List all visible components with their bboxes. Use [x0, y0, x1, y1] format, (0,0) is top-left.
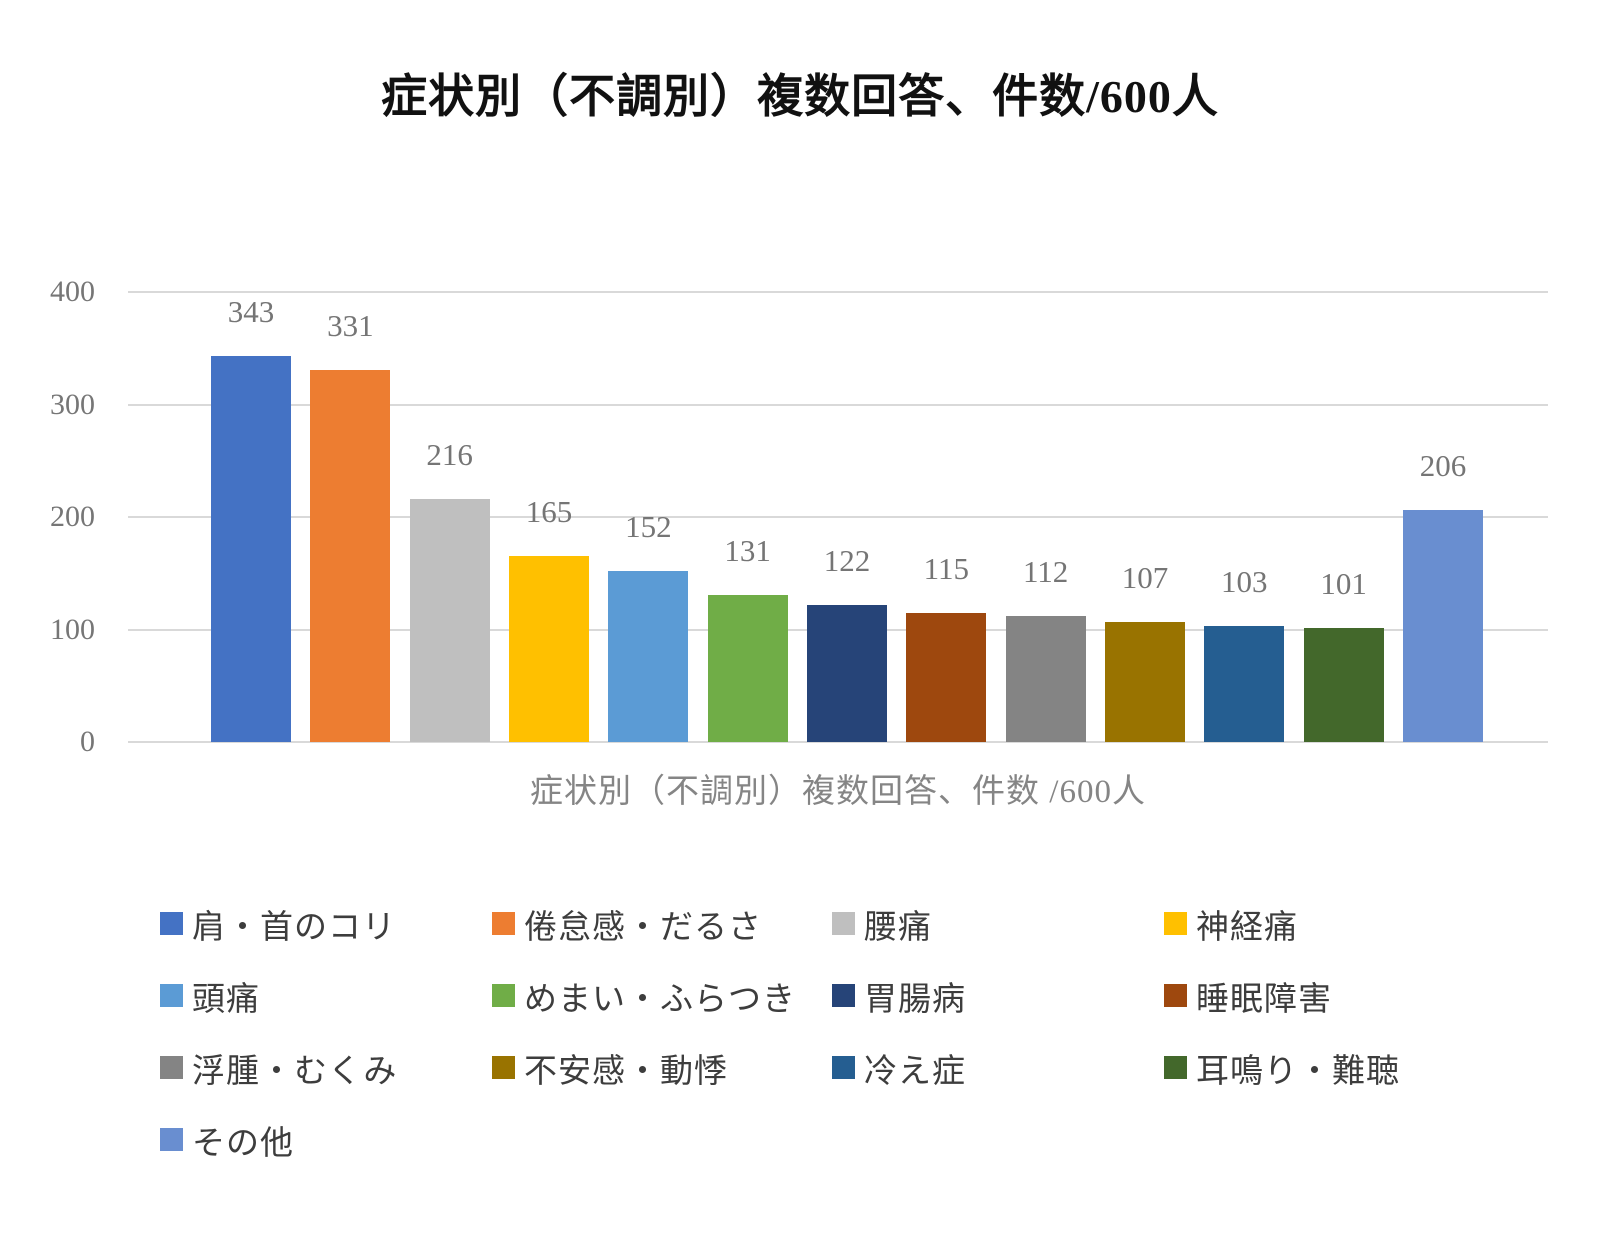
bar-胃腸病 [806, 604, 887, 742]
legend-marker-icon [160, 1056, 183, 1079]
bar-神経痛 [508, 556, 589, 742]
legend-item-腰痛: 腰痛 [832, 905, 1164, 946]
legend-label: 腰痛 [864, 909, 932, 946]
legend-label: 浮腫・むくみ [192, 1053, 398, 1090]
legend-marker-icon [1164, 912, 1187, 935]
data-label-その他: 206 [1419, 448, 1467, 484]
legend-marker-icon [832, 1056, 855, 1079]
legend-item-その他: その他 [160, 1121, 492, 1162]
legend-marker-icon [832, 912, 855, 935]
legend: 肩・首のコリ 倦怠感・だるさ 腰痛 神経痛頭痛 めまい・ふらつき 胃腸病 睡眠障害浮腫・むく… [160, 905, 1520, 1162]
legend-item-神経痛: 神経痛 [1164, 905, 1496, 946]
legend-marker-icon [832, 984, 855, 1007]
bar-睡眠障害 [906, 612, 987, 742]
bar-slot: 206 [1402, 292, 1483, 742]
bar-めまい・ふらつき [707, 594, 788, 742]
legend-item-浮腫・むくみ: 浮腫・むくみ [160, 1049, 492, 1090]
legend-item-肩・首のコリ: 肩・首のコリ [160, 905, 492, 946]
bar-肩・首のコリ [211, 356, 291, 742]
legend-label: 睡眠障害 [1196, 981, 1332, 1018]
bar-頭痛 [608, 571, 689, 742]
data-label-浮腫・むくみ: 112 [1022, 554, 1069, 589]
gridline-0 [128, 741, 1548, 743]
y-tick-label-0: 0 [80, 725, 95, 758]
bar-slot: 115 [906, 292, 987, 742]
legend-marker-icon [160, 984, 183, 1007]
bar-slot: 101 [1303, 292, 1384, 742]
bar-slot: 152 [608, 292, 689, 742]
data-label-耳鳴り・難聴: 101 [1320, 566, 1367, 602]
legend-marker-icon [1164, 1056, 1187, 1079]
bar-耳鳴り・難聴 [1303, 628, 1384, 742]
data-label-めまい・ふらつき: 131 [724, 532, 771, 568]
legend-item-倦怠感・だるさ: 倦怠感・だるさ [492, 905, 832, 946]
bar-slot: 343 [211, 292, 291, 742]
bar-slot: 131 [707, 292, 788, 742]
bar-その他 [1402, 510, 1483, 742]
legend-label: 頭痛 [192, 981, 260, 1018]
bar-slot: 331 [310, 292, 391, 742]
y-tick-label-200: 200 [50, 500, 95, 533]
y-tick-label-300: 300 [50, 387, 95, 421]
data-label-神経痛: 165 [525, 494, 573, 530]
y-tick-label-400: 400 [50, 275, 95, 308]
data-label-不安感・動悸: 107 [1121, 559, 1169, 595]
bar-slot: 103 [1204, 292, 1285, 742]
bar-slot: 112 [1005, 292, 1086, 742]
legend-label: 冷え症 [864, 1053, 966, 1090]
legend-label: 倦怠感・だるさ [524, 909, 762, 946]
bar-不安感・動悸 [1104, 621, 1185, 742]
bar-腰痛 [409, 499, 490, 742]
bar-冷え症 [1204, 626, 1285, 742]
bar-series: 343 331 216 165 152 131 122 115 112 107 103 101 206 [211, 292, 1483, 742]
legend-marker-icon [492, 984, 515, 1007]
legend-item-頭痛: 頭痛 [160, 977, 492, 1018]
bar-倦怠感・だるさ [310, 369, 391, 742]
bar-slot: 107 [1104, 292, 1185, 742]
legend-item-睡眠障害: 睡眠障害 [1164, 977, 1496, 1018]
legend-item-めまい・ふらつき: めまい・ふらつき [492, 977, 832, 1018]
gridline-200 [128, 516, 1548, 518]
gridline-400 [128, 291, 1548, 293]
legend-item-耳鳴り・難聴: 耳鳴り・難聴 [1164, 1049, 1496, 1090]
data-label-睡眠障害: 115 [923, 550, 969, 586]
bar-slot: 165 [508, 292, 589, 742]
data-label-胃腸病: 122 [823, 542, 871, 578]
legend-label: 不安感・動悸 [524, 1053, 728, 1090]
data-label-頭痛: 152 [625, 509, 672, 544]
chart-title: 症状別（不調別）複数回答、件数/600人 [381, 71, 1219, 122]
legend-marker-icon [160, 912, 183, 935]
data-label-冷え症: 103 [1221, 564, 1268, 600]
gridline-300 [128, 403, 1548, 406]
y-tick-label-100: 100 [50, 612, 95, 646]
legend-label: 胃腸病 [864, 981, 966, 1018]
legend-item-冷え症: 冷え症 [832, 1049, 1164, 1090]
legend-label: めまい・ふらつき [524, 981, 796, 1018]
legend-item-不安感・動悸: 不安感・動悸 [492, 1049, 832, 1090]
legend-marker-icon [1164, 984, 1187, 1007]
bar-slot: 122 [806, 292, 887, 742]
legend-marker-icon [160, 1128, 183, 1151]
legend-label: 耳鳴り・難聴 [1196, 1053, 1400, 1090]
x-axis-title: 症状別（不調別）複数回答、件数 /600人 [530, 774, 1146, 810]
legend-label: その他 [192, 1125, 294, 1162]
legend-marker-icon [492, 912, 515, 935]
bar-浮腫・むくみ [1005, 616, 1086, 742]
legend-label: 肩・首のコリ [192, 909, 396, 946]
bar-slot: 216 [409, 292, 490, 742]
legend-item-胃腸病: 胃腸病 [832, 977, 1164, 1018]
legend-label: 神経痛 [1196, 909, 1298, 946]
data-label-肩・首のコリ: 343 [227, 294, 275, 330]
data-label-腰痛: 216 [426, 437, 473, 472]
data-label-倦怠感・だるさ: 331 [327, 307, 374, 343]
legend-marker-icon [492, 1056, 515, 1079]
